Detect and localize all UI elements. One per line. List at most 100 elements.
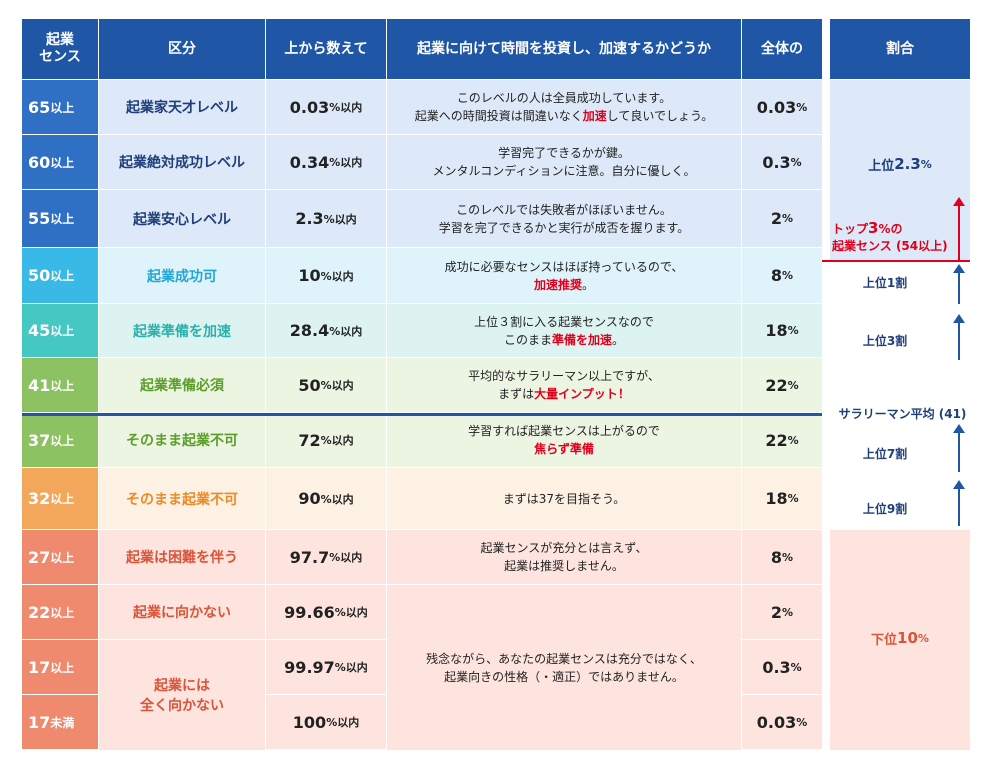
top-percent-cell: 72 %以内	[266, 413, 386, 467]
distribution-value: 0.3	[762, 152, 791, 172]
distribution-cell: 8%	[742, 248, 822, 303]
desc-line2-end: 。	[612, 332, 625, 347]
top-percent-value: 0.34	[289, 152, 330, 172]
header-top-count: 上から数えて	[266, 19, 386, 79]
merged-desc: 残念ながら、あなたの起業センスは充分ではなく、 起業向きの性格（・適正）ではあり…	[387, 585, 741, 750]
merged-level: 起業には 全く向かない	[99, 640, 265, 750]
score-cell: 22 以上	[22, 585, 98, 639]
desc-cell: 成功に必要なセンスはほぼ持っているので、 加速推奨。	[387, 248, 741, 303]
level-cell: 起業は困難を伴う	[99, 530, 265, 584]
score-cell: 45 以上	[22, 304, 98, 357]
top1-arrow	[953, 264, 965, 304]
score-value: 32	[28, 489, 51, 508]
header-overall: 全体の	[742, 19, 822, 79]
top-percent-unit: %以内	[326, 716, 360, 729]
top3-arrow	[953, 197, 965, 260]
top-percent-value: 99.97	[284, 657, 335, 677]
desc-cell: 学習すれば起業センスは上がるので 焦らず準備	[387, 413, 741, 467]
desc-line1: 平均的なサラリーマン以上ですが、	[468, 369, 660, 383]
desc-line2: 加速推奨。	[534, 276, 594, 294]
score-value: 22	[28, 602, 51, 622]
desc-line2-red: 焦らず準備	[534, 442, 594, 456]
salary-line	[22, 413, 822, 416]
desc-line2-c: して良いでしょう。	[606, 109, 714, 123]
top-percent-unit: %以内	[329, 156, 363, 169]
top-percent-unit: %以内	[329, 324, 363, 338]
top-percent-cell: 99.97 %以内	[266, 640, 386, 694]
desc-cell: 平均的なサラリーマン以上ですが、 まずは大量インプット！	[387, 358, 741, 412]
merged-level-line1: 起業には	[154, 678, 210, 694]
distribution-cell: 18%	[742, 468, 822, 529]
top-percent-unit: %以内	[329, 551, 363, 564]
score-suffix: 以上	[50, 433, 75, 448]
distribution-unit: %	[787, 433, 799, 447]
top-percent-cell: 0.34 %以内	[266, 135, 386, 189]
distribution-unit: %	[790, 660, 802, 674]
top-percent-unit: %以内	[329, 101, 363, 114]
distribution-unit: %	[782, 550, 794, 564]
level-cell: そのまま起業不可	[99, 468, 265, 529]
side-bottom-unit: %	[917, 631, 929, 645]
desc-line1: まずは37を目指そう。	[502, 491, 626, 506]
score-cell: 17 以上	[22, 640, 98, 694]
desc-line2-end: 。	[582, 277, 595, 292]
top-percent-cell: 28.4 %以内	[266, 304, 386, 357]
desc-line2-red: 準備を加速	[551, 332, 612, 347]
top-percent-unit: %以内	[320, 269, 354, 283]
distribution-cell: 18%	[742, 304, 822, 357]
score-cell: 41 以上	[22, 358, 98, 412]
top-percent-value: 10	[298, 266, 321, 285]
top-percent-cell: 97.7 %以内	[266, 530, 386, 584]
score-value: 17	[28, 712, 51, 732]
desc-line1: 学習完了できるかが鍵。	[498, 146, 630, 160]
top3-line	[822, 260, 970, 262]
desc-line2-text: 起業は推奨しません。	[504, 559, 624, 573]
score-cell: 17 未満	[22, 695, 98, 749]
top3w-arrow	[953, 314, 965, 360]
desc-cell: 学習完了できるかが鍵。メンタルコンディションに注意。自分に優しく。	[387, 135, 741, 189]
desc-cell: このレベルでは失敗者がほぼいません。 学習を完了できるかと実行が成否を握ります。	[387, 190, 741, 247]
desc-line1: 学習すれば起業センスは上がるので	[468, 424, 660, 438]
desc-line2: メンタルコンディションに注意。自分に優しく。	[433, 162, 696, 180]
distribution-cell: 0.3%	[742, 135, 822, 189]
top-percent-value: 0.03	[289, 97, 330, 117]
top-percent-cell: 10 %以内	[266, 248, 386, 303]
side-top1: 上位1割	[862, 275, 908, 290]
side-top7: 上位7割	[862, 446, 908, 461]
distribution-value: 22	[765, 375, 788, 395]
distribution-unit: %	[782, 269, 794, 282]
level-cell: 起業家天才レベル	[99, 80, 265, 134]
desc-line2-a: このまま	[503, 332, 552, 347]
side-salary: サラリーマン平均 (41)	[838, 406, 967, 421]
top-percent-unit: %以内	[320, 492, 354, 506]
side-bottom-value: 10	[897, 629, 918, 647]
score-cell: 55 以上	[22, 190, 98, 247]
distribution-cell: 22%	[742, 413, 822, 467]
level-cell: そのまま起業不可	[99, 413, 265, 467]
score-cell: 65 以上	[22, 80, 98, 134]
distribution-unit: %	[796, 715, 808, 729]
score-cell: 32 以上	[22, 468, 98, 529]
desc-cell: 上位３割に入る起業センスなので このまま準備を加速。	[387, 304, 741, 357]
score-value: 60	[28, 152, 51, 172]
level-cell: 起業準備必須	[99, 358, 265, 412]
desc-line2-text: 学習を完了できるかと実行が成否を握ります。	[438, 220, 690, 235]
distribution-value: 22	[765, 430, 788, 450]
desc-line2-a: まずは	[498, 387, 535, 401]
top-percent-value: 97.7	[289, 547, 330, 567]
top-percent-cell: 100 %以内	[266, 695, 386, 749]
distribution-unit: %	[782, 605, 794, 619]
desc-cell: まずは37を目指そう。	[387, 468, 741, 529]
score-cell: 60 以上	[22, 135, 98, 189]
level-cell: 起業安心レベル	[99, 190, 265, 247]
top-percent-cell: 50 %以内	[266, 358, 386, 412]
top-percent-unit: %以内	[334, 661, 368, 674]
score-suffix: 以上	[50, 605, 75, 620]
score-value: 65	[28, 97, 51, 117]
desc-cell: 起業センスが充分とは言えず、 起業は推奨しません。	[387, 530, 741, 584]
top-percent-value: 50	[298, 375, 321, 395]
score-value: 27	[28, 547, 51, 567]
score-suffix: 以上	[50, 100, 75, 115]
score-suffix: 以上	[50, 324, 75, 338]
distribution-cell: 0.03%	[742, 695, 822, 749]
